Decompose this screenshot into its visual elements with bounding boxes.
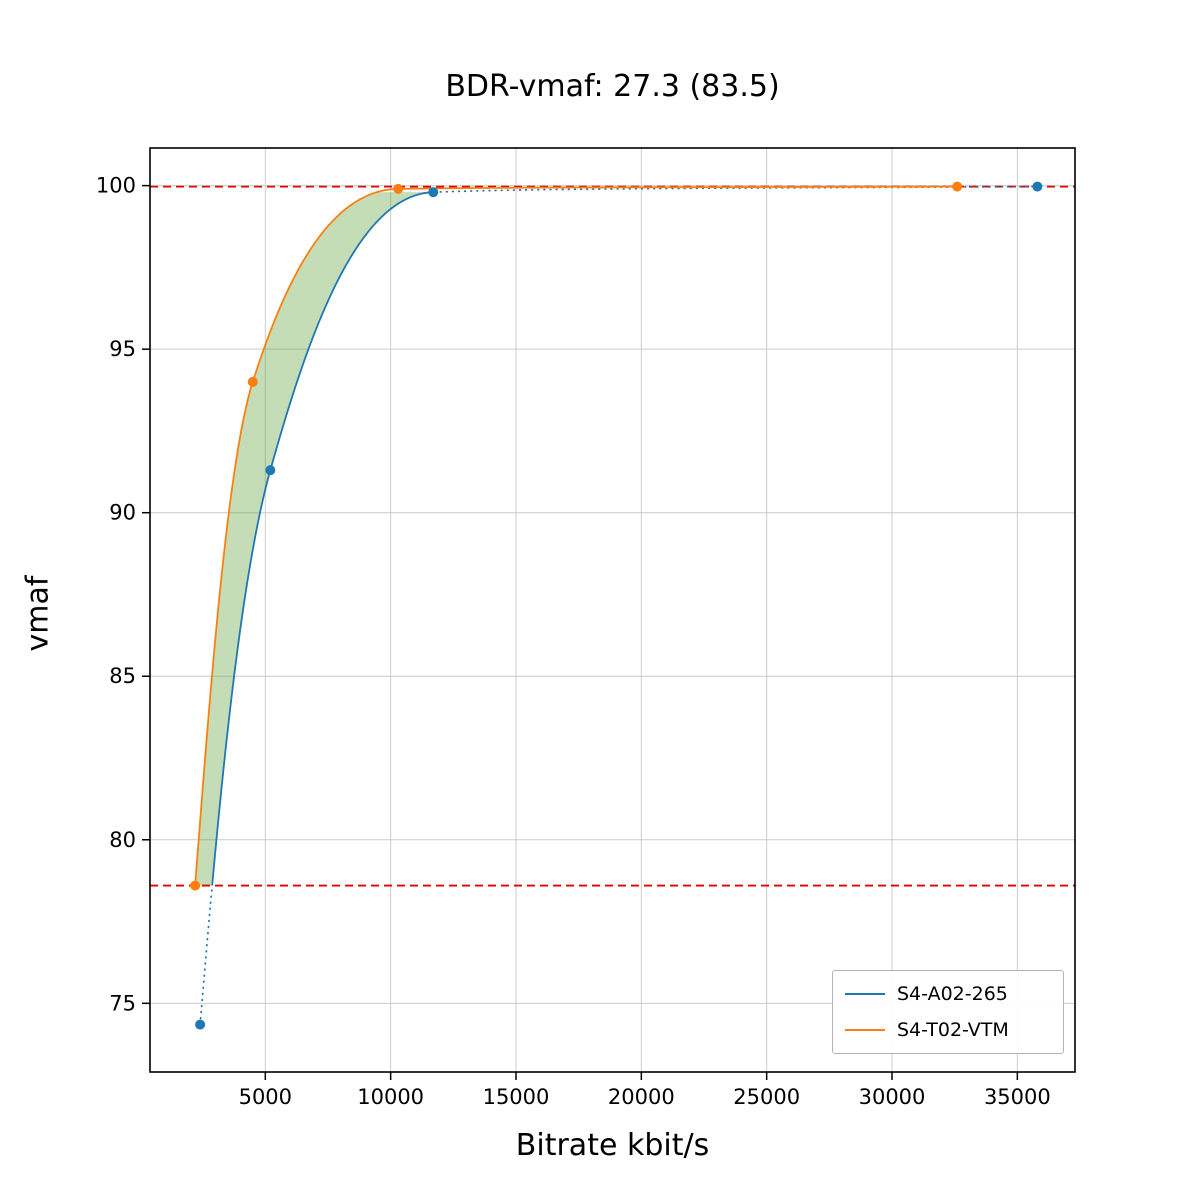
chart-title: BDR-vmaf: 27.3 (83.5) — [445, 69, 780, 104]
legend-line-sample — [845, 993, 885, 995]
legend-item-label: S4-T02-VTM — [897, 1019, 1009, 1041]
legend-line-sample — [845, 1029, 885, 1031]
svg-text:75: 75 — [109, 991, 136, 1015]
svg-text:10000: 10000 — [357, 1085, 424, 1109]
legend-item: S4-A02-265 — [845, 983, 1051, 1005]
legend-item-label: S4-A02-265 — [897, 983, 1008, 1005]
svg-text:100: 100 — [96, 174, 136, 198]
svg-text:20000: 20000 — [608, 1085, 675, 1109]
svg-text:25000: 25000 — [733, 1085, 800, 1109]
svg-text:5000: 5000 — [239, 1085, 292, 1109]
x-axis-label: Bitrate kbit/s — [515, 1128, 710, 1163]
legend-item: S4-T02-VTM — [845, 1019, 1051, 1041]
svg-text:85: 85 — [109, 664, 136, 688]
legend: S4-A02-265 S4-T02-VTM — [832, 970, 1064, 1054]
svg-text:35000: 35000 — [984, 1085, 1051, 1109]
svg-text:15000: 15000 — [483, 1085, 550, 1109]
y-axis-label: vmaf — [20, 575, 56, 652]
svg-text:30000: 30000 — [859, 1085, 926, 1109]
svg-text:95: 95 — [109, 337, 136, 361]
svg-text:80: 80 — [109, 828, 136, 852]
svg-text:90: 90 — [109, 501, 136, 525]
